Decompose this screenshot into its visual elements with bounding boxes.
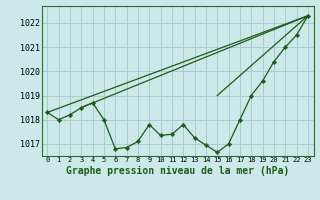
X-axis label: Graphe pression niveau de la mer (hPa): Graphe pression niveau de la mer (hPa) [66,166,289,176]
